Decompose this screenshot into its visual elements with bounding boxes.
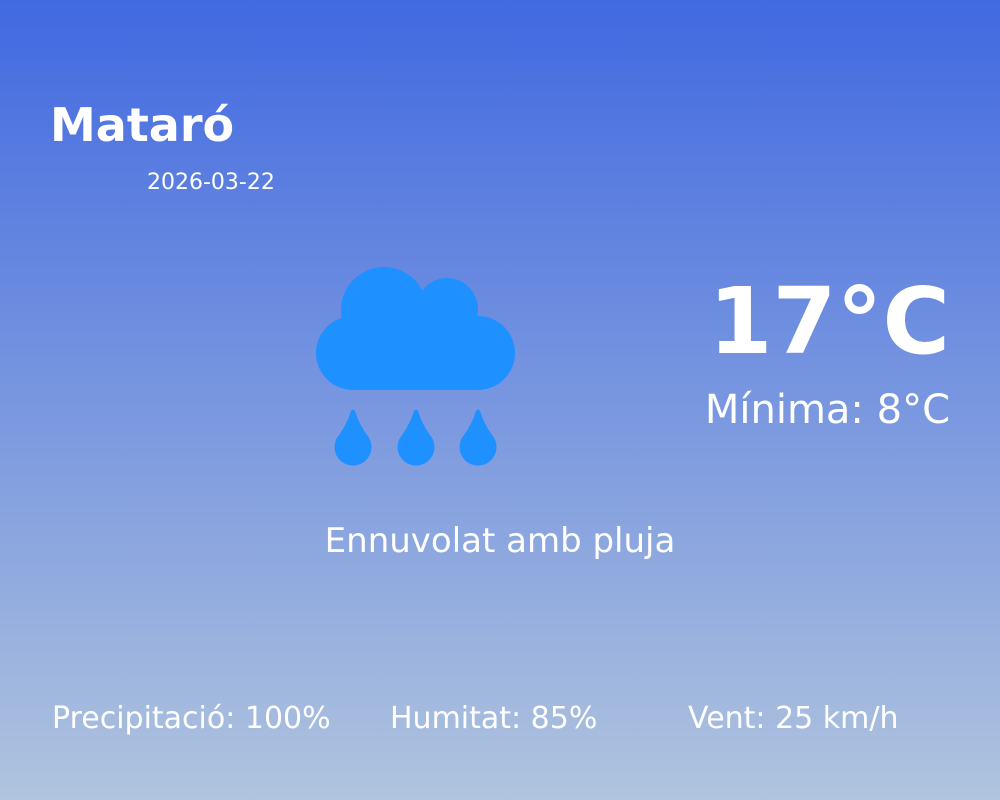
city-name: Mataró [50, 98, 235, 152]
weather-description: Ennuvolat amb pluja [324, 521, 676, 561]
raindrop-icon [397, 409, 435, 466]
minimum-temperature: Mínima: 8°C [704, 387, 950, 433]
humidity-stat: Humitat: 85% [390, 701, 598, 736]
current-temperature: 17°C [708, 268, 950, 375]
raindrop-icon [334, 409, 372, 466]
precipitation-stat: Precipitació: 100% [52, 701, 331, 736]
cloud-rain-icon [316, 267, 515, 466]
raindrop-icon [459, 409, 497, 466]
forecast-date: 2026-03-22 [147, 170, 275, 195]
wind-stat: Vent: 25 km/h [688, 701, 899, 736]
